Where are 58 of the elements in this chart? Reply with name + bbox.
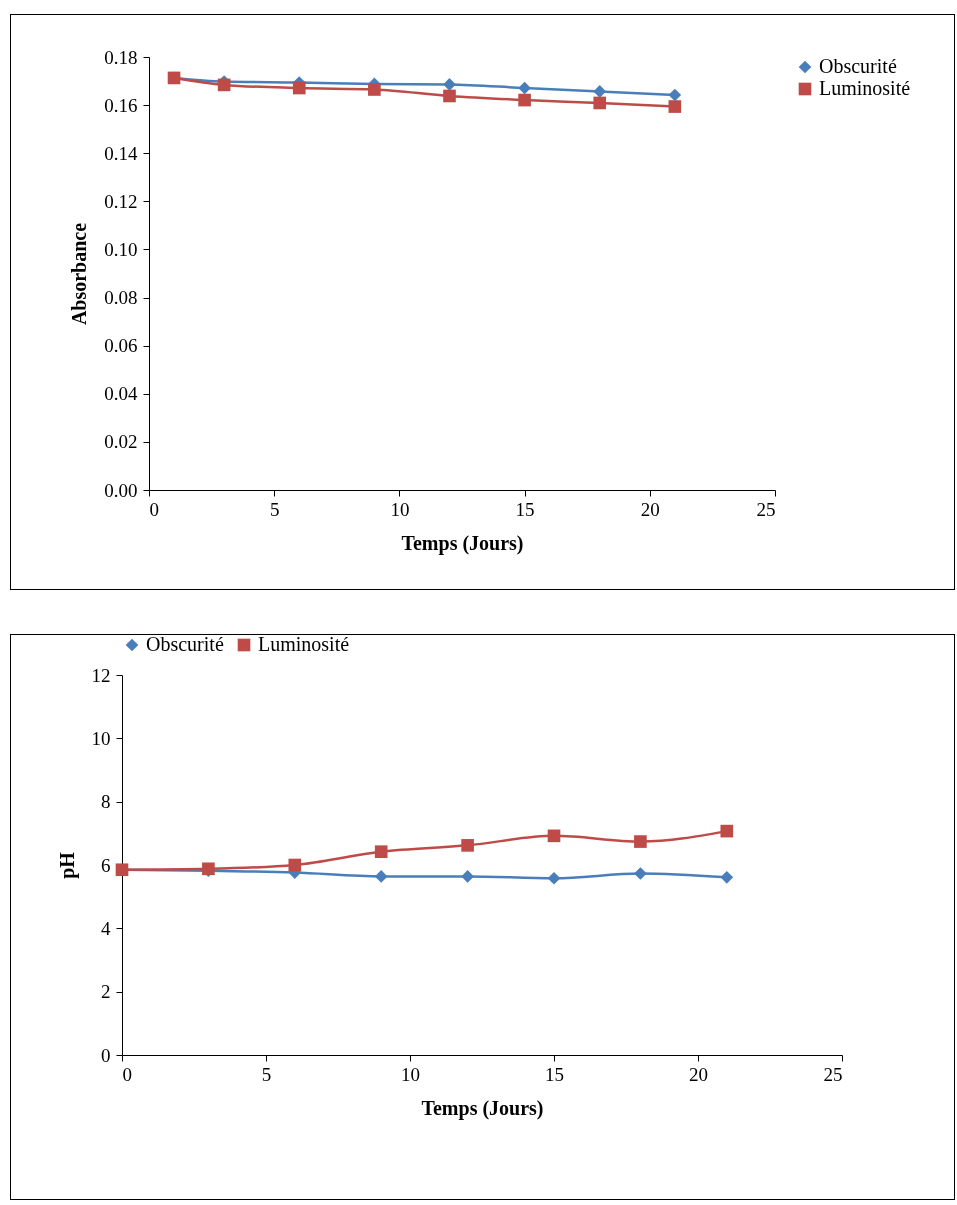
point — [668, 100, 682, 113]
x-tick-label: 20 — [640, 498, 660, 520]
y-tick-label: 12 — [91, 664, 111, 686]
x-tick-label: 25 — [756, 498, 776, 520]
y-axis-title: Absorbance — [68, 222, 91, 326]
x-tick-label: 10 — [401, 1063, 420, 1085]
point — [374, 870, 388, 883]
x-tick-label: 5 — [261, 1063, 272, 1085]
point — [720, 871, 734, 884]
point — [593, 96, 607, 110]
x-tick-label: 10 — [390, 498, 410, 520]
y-tick-label: 0.14 — [104, 142, 138, 164]
legend-label: Luminosité — [258, 633, 350, 655]
y-tick-label: 6 — [101, 854, 111, 876]
y-tick-label: 0 — [101, 1044, 111, 1066]
point — [217, 78, 231, 92]
point — [720, 824, 734, 838]
x-tick-label: 5 — [269, 498, 280, 520]
legend-label: Obscurité — [819, 55, 897, 77]
point — [634, 867, 647, 880]
point — [443, 89, 456, 103]
y-tick-label: 0.00 — [104, 479, 138, 501]
legend-label: Luminosité — [819, 77, 911, 99]
y-tick-label: 0.04 — [104, 383, 138, 405]
point — [461, 839, 474, 852]
point — [634, 835, 647, 848]
y-axis-title: pH — [55, 851, 79, 879]
point — [547, 829, 561, 843]
point — [292, 81, 306, 95]
y-tick-label: 0.08 — [104, 287, 138, 309]
y-tick-label: 0.18 — [104, 46, 138, 68]
y-tick-label: 10 — [91, 727, 111, 749]
legend-label: Obscurité — [146, 633, 224, 655]
y-tick-label: 2 — [101, 981, 111, 1003]
x-tick-label: 0 — [149, 498, 159, 520]
x-tick-label: 15 — [545, 1063, 564, 1085]
point — [288, 858, 302, 872]
x-tick-label: 15 — [515, 498, 535, 520]
x-axis-title: Temps (Jours) — [401, 531, 524, 555]
y-tick-label: 0.06 — [104, 335, 138, 357]
y-tick-label: 0.02 — [104, 431, 138, 453]
point — [461, 870, 474, 883]
point — [368, 83, 381, 96]
point — [668, 88, 682, 102]
point — [443, 78, 456, 91]
x-tick-label: 20 — [689, 1063, 708, 1085]
y-tick-label: 0.12 — [104, 190, 138, 212]
y-tick-label: 0.16 — [104, 94, 138, 116]
point — [374, 845, 388, 859]
x-tick-label: 25 — [823, 1063, 843, 1085]
y-tick-label: 0.10 — [104, 238, 138, 260]
x-axis-title: Temps (Jours) — [421, 1096, 544, 1120]
y-tick-label: 4 — [101, 917, 111, 939]
point — [593, 85, 607, 98]
point — [518, 93, 531, 107]
y-tick-label: 8 — [101, 791, 111, 813]
point — [518, 81, 531, 95]
point — [547, 871, 561, 885]
